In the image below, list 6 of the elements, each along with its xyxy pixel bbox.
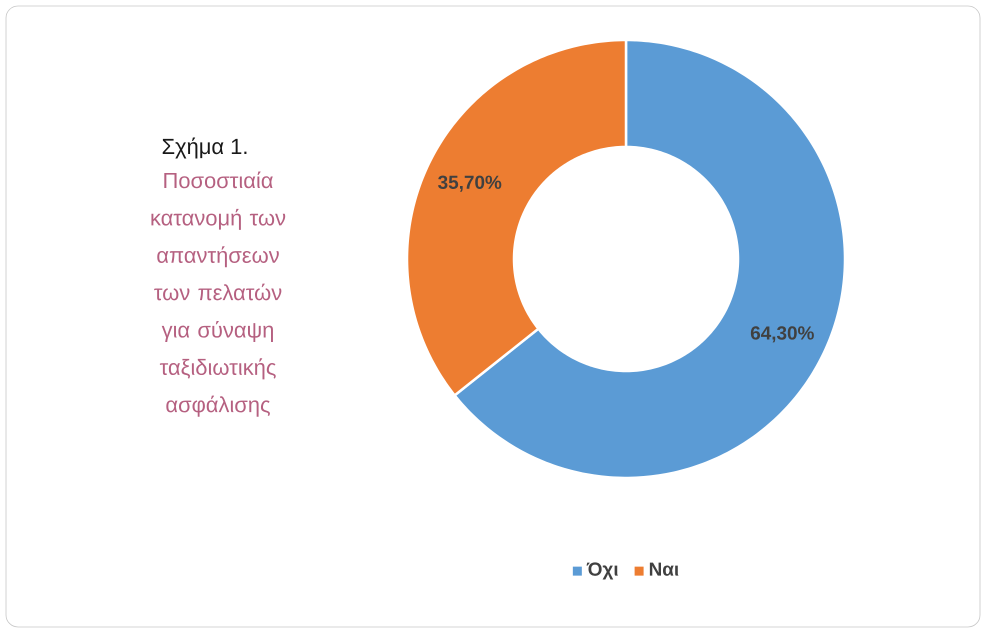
data-label: 64,30% (750, 326, 814, 342)
text: Ποσοστιαία κατανομή των απαντήσεων των πελατών για σύναψη ταξιδιωτικής ασφάλισης (151, 172, 286, 417)
text: Σχήμα 1. (162, 137, 246, 159)
legend-label: Όχι (586, 562, 618, 580)
legend-label: Ναι (650, 562, 679, 576)
data-label: 35,70% (438, 176, 502, 192)
